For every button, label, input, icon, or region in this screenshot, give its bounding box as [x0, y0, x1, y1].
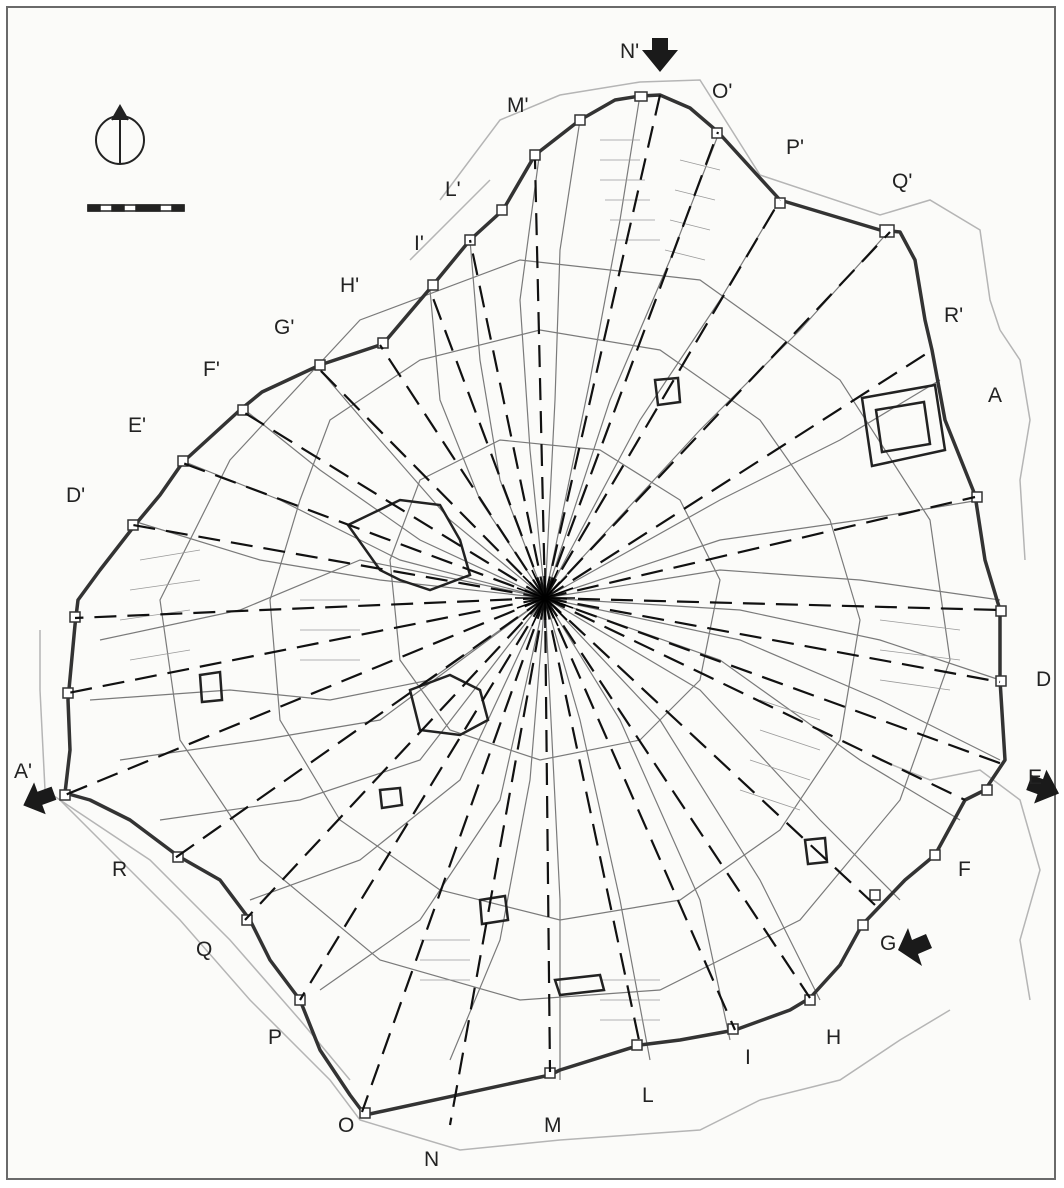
center-star [515, 568, 575, 628]
label-m: M [544, 1114, 562, 1137]
castle-building [860, 383, 947, 468]
label-a: A [988, 384, 1002, 407]
south-building [553, 973, 606, 997]
label-i-prime: I' [414, 232, 424, 255]
label-f: F [958, 858, 971, 881]
street-network [89, 94, 1001, 1080]
label-r-prime: R' [944, 304, 963, 327]
label-p-prime: P' [786, 136, 804, 159]
label-n: N [424, 1148, 439, 1171]
label-l: L [642, 1084, 654, 1107]
east-small-building [803, 836, 829, 866]
label-a-prime: A' [14, 760, 32, 783]
label-q-prime: Q' [892, 170, 912, 193]
label-g: G [880, 932, 896, 955]
label-e: E [1028, 766, 1042, 789]
label-e-prime: E' [128, 414, 146, 437]
label-h: H [826, 1026, 841, 1049]
radial-sightlines [64, 94, 1006, 1126]
label-n-prime: N' [620, 40, 639, 63]
building-hatching [119, 139, 961, 1021]
label-d-prime: D' [66, 484, 85, 507]
west-building [198, 670, 224, 704]
entry-arrow-icon [898, 928, 932, 966]
label-l-prime: L' [445, 178, 461, 201]
label-p: P [268, 1026, 282, 1049]
scale-bar-icon [87, 204, 185, 212]
label-o-prime: O' [712, 80, 732, 103]
wall-towers [59, 91, 1007, 1119]
notable-buildings [198, 376, 947, 997]
church-building [346, 498, 472, 592]
label-h-prime: H' [340, 274, 359, 297]
north-arrow-icon [95, 103, 145, 165]
label-m-prime: M' [507, 94, 529, 117]
entry-arrow-icon [23, 782, 57, 815]
plaza-building [408, 673, 490, 737]
label-i: I [745, 1046, 751, 1069]
label-r: R [112, 858, 127, 881]
point-labels: N' O' M' P' Q' L' I' H' G' R' F' A E' D'… [14, 40, 1051, 1171]
label-o: O [338, 1114, 354, 1137]
entry-arrows [23, 38, 1060, 966]
label-q: Q [196, 938, 212, 961]
entry-arrow-icon [642, 38, 678, 72]
label-f-prime: F' [203, 358, 220, 381]
chapel-building [653, 376, 682, 407]
southwest-building [378, 786, 404, 810]
center-south-building [478, 894, 510, 926]
entry-arrow-icon [1026, 769, 1060, 804]
label-g-prime: G' [274, 316, 294, 339]
label-d: D [1036, 668, 1051, 691]
